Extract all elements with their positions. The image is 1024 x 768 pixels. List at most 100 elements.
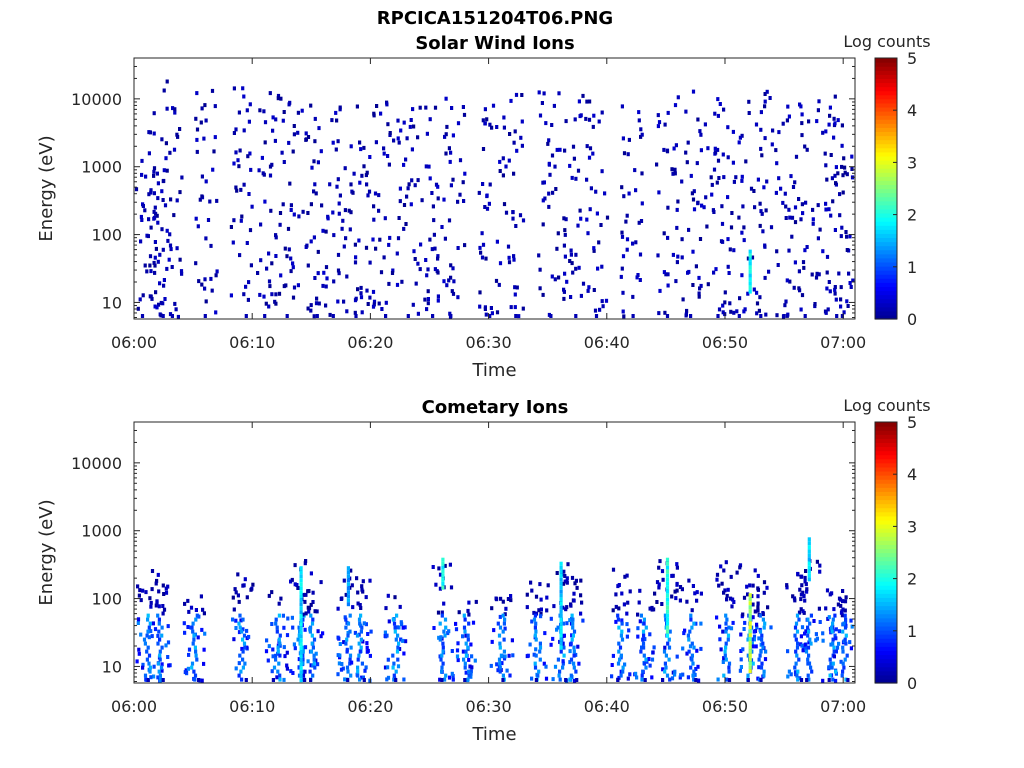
heatmap-cell [553,164,557,169]
heatmap-cell [135,659,139,664]
heatmap-cell [762,185,766,190]
heatmap-cell [752,629,756,634]
heatmap-cell [330,118,334,123]
heatmap-cell [828,657,832,662]
heatmap-cell [408,124,412,129]
heatmap-cell [570,637,574,642]
heatmap-cell [662,147,666,152]
heatmap-cell [176,314,180,319]
heatmap-cell [183,670,187,675]
heatmap-cell [569,603,573,608]
colorbar-segment [875,147,897,153]
heatmap-cell [391,268,395,273]
heatmap-cell [392,621,397,626]
heatmap-cell [275,675,279,680]
heatmap-cell [263,314,267,318]
peak-cell [807,557,811,562]
heatmap-cell [304,559,308,563]
heatmap-cell [440,225,444,229]
peak-cell [441,581,445,586]
heatmap-cell [193,673,198,678]
heatmap-cell [565,580,569,585]
heatmap-cell [436,298,440,303]
colorbar-segment [875,188,897,194]
heatmap-cell [755,311,759,316]
peak-cell [441,561,445,566]
heatmap-cell [274,617,278,622]
heatmap-cell [165,106,169,111]
peak-cell [299,670,303,675]
heatmap-cell [694,264,698,269]
colorbar-segment [875,115,897,120]
heatmap-cell [532,652,536,657]
heatmap-cell [502,649,506,654]
heatmap-cell [356,665,360,670]
heatmap-cell [234,150,238,155]
heatmap-cell [240,646,244,651]
heatmap-cell [631,294,635,299]
heatmap-cell [274,621,278,626]
peak-cell [559,617,563,622]
heatmap-cell [349,210,353,215]
heatmap-cell [236,572,240,577]
heatmap-cell [544,664,548,669]
heatmap-cell [462,657,466,662]
heatmap-cell [744,159,748,164]
colorbar-segment [875,585,897,590]
heatmap-cell [149,188,153,193]
heatmap-cell [837,596,842,601]
x-tick-label: 06:50 [702,697,748,716]
heatmap-cell [436,294,440,299]
heatmap-cell [161,604,165,608]
heatmap-cell [766,605,770,610]
heatmap-cell [771,128,775,133]
heatmap-cell [458,158,463,163]
heatmap-cell [164,586,168,591]
heatmap-cell [146,678,150,682]
peak-cell [559,565,563,570]
heatmap-cell [790,234,794,239]
heatmap-cell [762,590,766,595]
heatmap-cell [350,583,354,588]
heatmap-cell [817,272,821,277]
heatmap-cell [534,653,538,658]
heatmap-cell [572,661,576,666]
colorbar-frame [874,57,898,320]
heatmap-cell [469,674,473,679]
heatmap-cell [238,625,242,630]
heatmap-cell [589,186,593,191]
heatmap-cell [390,271,395,275]
heatmap-cell [675,588,679,593]
heatmap-cell [664,653,668,658]
heatmap-cell [237,621,241,626]
colorbar-segment [875,168,897,173]
heatmap-cell [395,649,400,654]
heatmap-cell [818,563,822,568]
heatmap-cell [742,225,746,230]
heatmap-cell [438,621,442,626]
heatmap-cell [838,192,842,197]
heatmap-cell [405,136,409,141]
heatmap-cell [538,286,542,291]
heatmap-cell [159,300,163,305]
heatmap-cell [196,635,200,640]
heatmap-cell [693,591,697,596]
heatmap-cell [534,678,538,682]
heatmap-cell [173,110,177,115]
heatmap-cell [274,254,278,258]
colorbar-segment [875,646,897,651]
heatmap-cell [285,314,289,318]
heatmap-cell [443,617,448,622]
heatmap-cell [830,665,834,670]
heatmap-cell [807,653,811,658]
heatmap-cell [451,674,455,678]
heatmap-cell [291,295,296,300]
heatmap-cell [484,312,488,317]
heatmap-cell [388,235,392,240]
heatmap-cell [289,269,293,274]
heatmap-cell [451,177,455,182]
peak-cell [299,630,303,635]
heatmap-cell [725,617,729,622]
heatmap-cell [445,124,449,129]
heatmap-cell [169,247,173,252]
